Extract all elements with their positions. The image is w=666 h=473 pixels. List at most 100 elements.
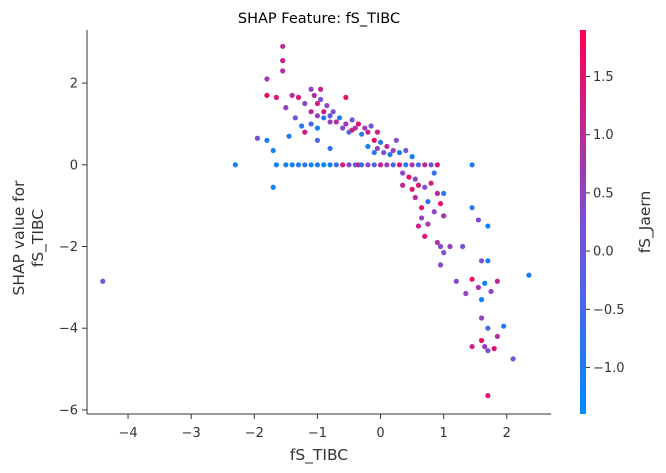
data-point — [412, 176, 418, 182]
data-point — [412, 194, 418, 201]
data-point — [434, 190, 440, 197]
data-point — [308, 162, 314, 168]
data-point — [460, 243, 466, 250]
data-point — [314, 113, 321, 119]
data-point — [374, 129, 380, 135]
colorbar-tick-label: 0.0 — [593, 245, 614, 260]
data-point — [406, 174, 412, 180]
data-point — [431, 170, 437, 176]
data-point — [365, 129, 371, 135]
data-point — [441, 190, 447, 197]
data-point — [289, 162, 295, 168]
colorbar-tick-label: 1.5 — [593, 70, 614, 85]
data-point — [437, 243, 444, 250]
data-point — [469, 343, 475, 350]
data-point — [415, 223, 422, 229]
points-layer — [100, 43, 532, 399]
colorbar-label: fS_Jaern — [636, 191, 655, 254]
x-tick-label: −3 — [182, 426, 201, 441]
data-point — [270, 184, 276, 190]
data-point — [317, 96, 324, 103]
data-point — [418, 215, 425, 221]
y-ticks: −6 −4 −2 0 2 — [59, 77, 87, 418]
data-point — [317, 86, 324, 92]
x-axis-label: fS_TIBC — [290, 446, 348, 465]
data-point — [422, 162, 428, 168]
data-point — [400, 182, 406, 188]
data-point — [264, 137, 270, 143]
data-point — [295, 94, 302, 101]
data-point — [453, 278, 459, 284]
data-point — [314, 162, 321, 168]
data-point — [409, 186, 415, 192]
data-point — [327, 162, 333, 168]
data-point — [264, 76, 270, 82]
data-point — [396, 162, 403, 168]
data-point — [359, 162, 365, 168]
data-point — [425, 221, 431, 227]
data-point — [330, 109, 336, 115]
data-point — [283, 162, 289, 168]
data-point — [324, 102, 330, 109]
data-point — [280, 58, 286, 64]
x-tick-label: −1 — [308, 426, 327, 441]
y-tick-label: 2 — [70, 77, 78, 92]
data-point — [289, 92, 295, 98]
data-point — [321, 109, 327, 115]
colorbar-tick-label: −0.5 — [593, 303, 625, 318]
data-point — [333, 162, 339, 168]
data-point — [418, 205, 425, 211]
data-point — [308, 86, 314, 92]
data-point — [371, 137, 377, 143]
data-point — [403, 147, 409, 154]
data-point — [390, 147, 396, 154]
colorbar-ticks: −1.0 −0.5 0.0 0.5 1.0 1.5 — [586, 70, 625, 376]
data-point — [478, 258, 485, 264]
y-tick-label: −4 — [59, 322, 78, 337]
data-point — [425, 198, 431, 205]
data-point — [346, 162, 352, 168]
y-axis-label-line-1: SHAP value for — [10, 180, 28, 296]
data-point — [409, 162, 415, 168]
data-point — [482, 280, 488, 286]
data-point — [384, 162, 390, 168]
data-point — [469, 205, 475, 211]
colorbar-tick-label: −1.0 — [593, 361, 625, 376]
data-point — [365, 143, 371, 150]
data-point — [390, 162, 396, 168]
data-point — [437, 262, 444, 268]
data-point — [434, 239, 440, 246]
data-point — [510, 356, 516, 362]
data-point — [327, 119, 333, 125]
data-point — [415, 162, 422, 168]
data-point — [308, 121, 314, 127]
x-ticks: −4 −3 −2 −1 0 1 2 — [118, 414, 511, 441]
data-point — [384, 143, 390, 150]
data-point — [431, 209, 437, 215]
data-point — [478, 337, 485, 344]
data-point — [409, 154, 415, 160]
data-point — [314, 125, 321, 131]
x-tick-label: −4 — [118, 426, 137, 441]
data-point — [485, 325, 491, 331]
data-point — [494, 333, 500, 339]
data-point — [270, 147, 276, 154]
data-point — [469, 276, 475, 282]
data-point — [437, 201, 444, 207]
data-point — [283, 105, 289, 111]
data-point — [447, 243, 453, 250]
x-tick-label: 2 — [503, 426, 511, 441]
data-point — [232, 162, 238, 168]
data-point — [469, 162, 475, 168]
data-point — [327, 145, 333, 152]
data-point — [273, 162, 279, 168]
data-point — [377, 162, 384, 168]
data-point — [314, 137, 321, 143]
data-point — [352, 125, 358, 131]
data-point — [377, 139, 384, 145]
data-point — [292, 115, 298, 121]
data-point — [485, 393, 491, 399]
x-tick-label: 0 — [376, 426, 384, 441]
data-point — [343, 94, 349, 101]
